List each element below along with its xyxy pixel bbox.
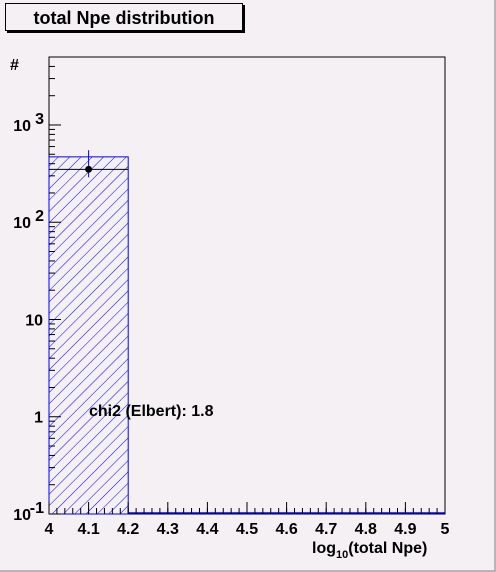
y-tick-exponent: 3 [35,111,44,128]
x-tick-label: 4.4 [196,521,218,538]
y-tick-label: 1 [34,410,43,427]
y-axis-label: # [10,57,19,74]
x-tick-label: 4.8 [355,521,377,538]
chart-title: total Npe distribution [5,3,243,31]
x-tick-label: 4.9 [394,521,416,538]
x-tick-label: 4.5 [236,521,258,538]
x-tick-label: 4.7 [315,521,337,538]
x-tick-label: 4.2 [117,521,139,538]
y-tick-exponent: -1 [30,500,44,517]
chi2-annotation: chi2 (Elbert): 1.8 [89,403,214,420]
x-axis-label: log10(total Npe) [312,540,427,561]
y-tick-label: 10 [13,118,31,135]
y-tick-exponent: 2 [35,208,44,225]
x-axis-label-main: log [312,540,336,557]
x-tick-label: 5 [441,521,450,538]
data-point [85,165,93,173]
x-tick-label: 4.3 [157,521,179,538]
x-tick-label: 4 [45,521,54,538]
x-axis-label-sub: 10 [336,549,348,561]
x-tick-label: 4.1 [77,521,99,538]
x-axis-label-rest: (total Npe) [348,540,427,557]
y-tick-label: 10 [25,312,43,329]
histogram-bar [48,156,129,515]
y-tick-label: 10 [13,215,31,232]
x-tick-label: 4.6 [275,521,297,538]
y-tick-label: 10 [13,507,31,524]
